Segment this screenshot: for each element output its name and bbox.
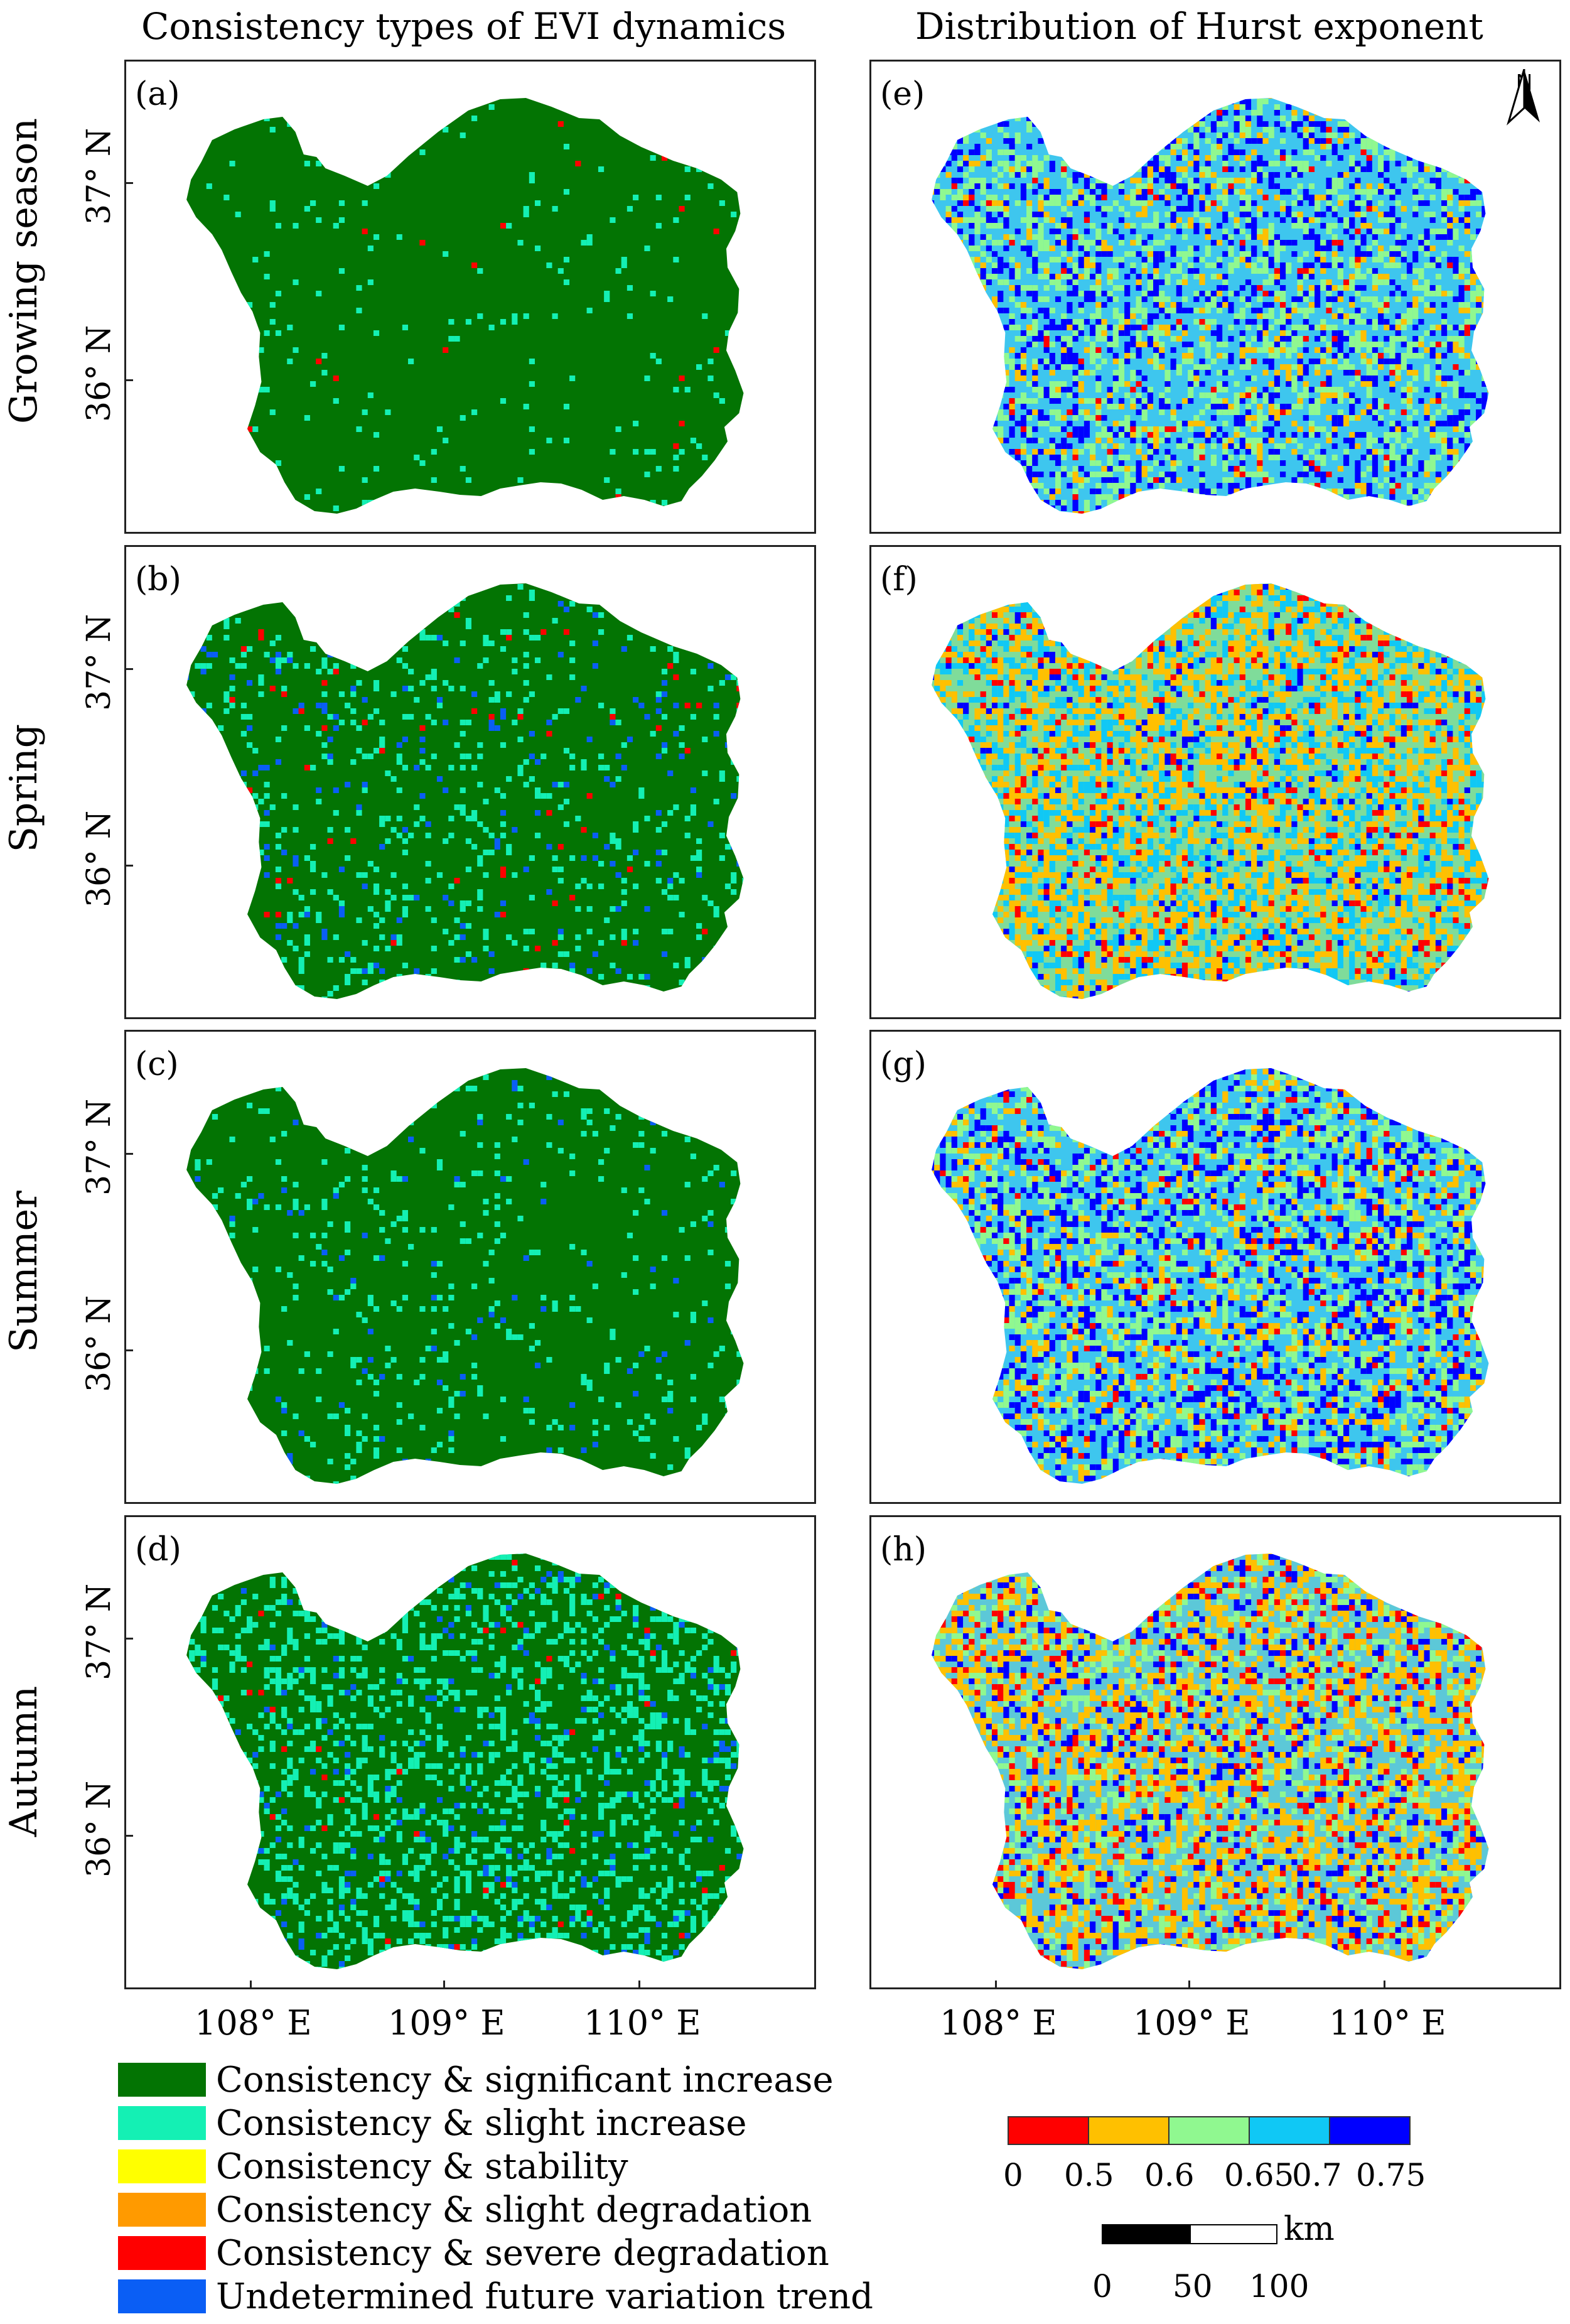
legend-swatch — [118, 2279, 206, 2313]
lon-tick — [638, 1981, 640, 1989]
lon-tick — [443, 1981, 445, 1989]
map-panel-b: (b) — [124, 545, 816, 1019]
lon-tick — [1384, 1981, 1385, 1989]
panel-label-c: (c) — [135, 1046, 179, 1083]
map-growing-season-hurst — [932, 98, 1489, 514]
legend-item: Consistency & slight degradation — [118, 2190, 812, 2230]
lat-label-36: 36° N — [80, 811, 118, 907]
lat-label-37: 37° N — [80, 614, 118, 711]
legend-label: Consistency & slight increase — [216, 2103, 746, 2144]
lon-tick — [1188, 1981, 1190, 1989]
lon-label-108: 108° E — [195, 2003, 312, 2043]
legend-swatch — [118, 2149, 206, 2183]
colorbar-segment — [1168, 2116, 1250, 2145]
map-panel-e: (e) N — [869, 60, 1561, 534]
panel-label-a: (a) — [135, 75, 180, 113]
legend-item: Consistency & stability — [118, 2146, 628, 2187]
scale-bar-white — [1190, 2224, 1277, 2244]
lat-label-36: 36° N — [80, 325, 118, 422]
map-panel-c: (c) — [124, 1030, 816, 1504]
row-label-autumn: Autumn — [2, 1636, 46, 1887]
map-panel-h: (h) — [869, 1515, 1561, 1989]
legend-item: Consistency & significant increase — [118, 2060, 834, 2100]
lon-label-110: 110° E — [584, 2003, 701, 2043]
scale-bar-black — [1102, 2224, 1190, 2244]
lon-label-108: 108° E — [940, 2003, 1057, 2043]
legend-label: Undetermined future variation trend — [216, 2276, 873, 2317]
map-region — [186, 98, 744, 514]
legend-item: Consistency & severe degradation — [118, 2233, 829, 2274]
lat-label-37: 37° N — [80, 1584, 118, 1680]
map-summer-consistency — [186, 1068, 744, 1484]
legend-item: Undetermined future variation trend — [118, 2276, 873, 2317]
colorbar-label: 0.5 — [1064, 2157, 1114, 2193]
right-column-title: Distribution of Hurst exponent — [915, 5, 1483, 48]
map-spring-hurst — [932, 583, 1489, 999]
panel-label-f: (f) — [880, 561, 918, 598]
panel-label-g: (g) — [880, 1046, 927, 1083]
scale-bar-unit: km — [1284, 2210, 1335, 2248]
lat-tick — [124, 182, 133, 184]
lat-label-36: 36° N — [80, 1781, 118, 1878]
map-autumn-hurst — [932, 1554, 1489, 1969]
legend-swatch — [118, 2236, 206, 2270]
colorbar-segment — [1088, 2116, 1169, 2145]
lat-tick — [124, 865, 133, 867]
colorbar-segment — [1249, 2116, 1330, 2145]
legend-swatch — [118, 2063, 206, 2097]
row-label-summer: Summer — [2, 1146, 46, 1397]
lon-label-110: 110° E — [1329, 2003, 1446, 2043]
lat-tick — [124, 668, 133, 670]
colorbar-label: 0.7 — [1292, 2157, 1342, 2193]
lat-tick — [124, 1153, 133, 1155]
map-autumn-consistency — [186, 1554, 744, 1969]
legend-swatch — [118, 2106, 206, 2140]
lat-tick — [124, 379, 133, 381]
colorbar-segment — [1329, 2116, 1411, 2145]
panel-label-d: (d) — [135, 1531, 181, 1569]
map-texture — [932, 583, 1489, 999]
colorbar-label: 0.6 — [1144, 2157, 1195, 2193]
scale-bar-label: 50 — [1173, 2268, 1213, 2305]
map-panel-g: (g) — [869, 1030, 1561, 1504]
legend-label: Consistency & stability — [216, 2146, 628, 2187]
lon-tick — [250, 1981, 252, 1989]
lon-tick — [995, 1981, 997, 1989]
north-arrow: N — [1505, 69, 1543, 151]
legend-swatch — [118, 2193, 206, 2227]
scale-bar-label: 100 — [1249, 2268, 1309, 2305]
lat-label-37: 37° N — [80, 1099, 118, 1196]
colorbar-label: 0.65 — [1224, 2157, 1294, 2193]
lat-tick — [124, 1835, 133, 1837]
map-spring-consistency — [186, 583, 744, 999]
lat-label-37: 37° N — [80, 128, 118, 225]
legend-label: Consistency & severe degradation — [216, 2233, 829, 2274]
row-label-spring: Spring — [2, 662, 46, 914]
legend-item: Consistency & slight increase — [118, 2103, 746, 2144]
lat-tick — [124, 1349, 133, 1351]
panel-label-h: (h) — [880, 1531, 927, 1569]
colorbar-label: 0.75 — [1356, 2157, 1426, 2193]
lat-tick — [124, 1638, 133, 1640]
panel-label-b: (b) — [135, 561, 181, 598]
scale-bar-label: 0 — [1092, 2268, 1112, 2305]
colorbar-segment — [1008, 2116, 1089, 2145]
map-growing-season-consistency — [186, 98, 744, 514]
legend-label: Consistency & significant increase — [216, 2060, 834, 2100]
map-panel-f: (f) — [869, 545, 1561, 1019]
row-label-growing-season: Growing season — [2, 118, 46, 424]
lon-label-109: 109° E — [1133, 2003, 1250, 2043]
left-column-title: Consistency types of EVI dynamics — [141, 5, 786, 48]
map-summer-hurst — [932, 1068, 1489, 1484]
map-panel-d: (d) — [124, 1515, 816, 1989]
lat-label-36: 36° N — [80, 1295, 118, 1392]
map-region — [186, 1068, 744, 1484]
legend-label: Consistency & slight degradation — [216, 2190, 812, 2230]
north-arrow-icon — [1507, 69, 1540, 126]
colorbar-label: 0 — [1003, 2157, 1023, 2193]
map-region — [186, 1554, 744, 1969]
map-panel-a: (a) — [124, 60, 816, 534]
panel-label-e: (e) — [880, 75, 925, 113]
lon-label-109: 109° E — [388, 2003, 505, 2043]
